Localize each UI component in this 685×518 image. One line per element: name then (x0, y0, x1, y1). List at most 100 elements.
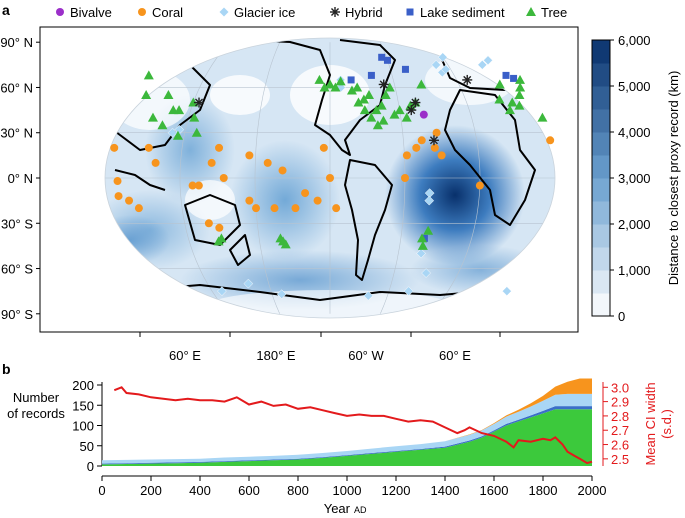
proxy-point-coral (134, 204, 143, 213)
proxy-point-tree (401, 112, 412, 122)
y-right-tick-label: 2.7 (611, 423, 629, 438)
proxy-point-coral (125, 196, 134, 205)
proxy-point-tree (188, 97, 199, 107)
proxy-point-lake-sediment (383, 56, 391, 64)
colorbar-tick-label: 1,000 (618, 263, 651, 278)
proxy-point-coral (114, 192, 123, 201)
x-tick-label: 2000 (578, 483, 607, 498)
y-axis-left-label-line1: Number (13, 390, 60, 405)
proxy-point-coral (110, 143, 119, 152)
ci-width-line (113, 386, 593, 465)
proxy-point-tree (216, 233, 227, 243)
proxy-point-hybrid (410, 97, 421, 108)
proxy-point-coral (326, 174, 334, 182)
proxy-point-coral (278, 166, 287, 175)
proxy-point-coral (270, 204, 279, 213)
x-tick-label: 0 (98, 483, 105, 498)
proxy-point-coral (113, 177, 122, 186)
proxy-point-tree (514, 90, 525, 100)
proxy-point-coral (475, 181, 484, 190)
proxy-point-lake-sediment (510, 74, 518, 82)
proxy-point-tree (417, 240, 428, 250)
proxy-point-coral (204, 219, 213, 228)
lat-tick-label: 0° N (8, 171, 33, 186)
proxy-point-coral (301, 189, 310, 198)
proxy-point-tree (416, 79, 427, 89)
proxy-point-tree (359, 105, 370, 115)
y-right-tick-label: 2.6 (611, 438, 629, 453)
proxy-point-glacier-ice (502, 286, 512, 297)
y-left-tick-label: 200 (72, 378, 94, 393)
proxy-point-tree (417, 233, 428, 243)
lon-tick-label: 60° W (348, 348, 384, 363)
y-axis-left-ticks: 200 150 100 50 0 (72, 378, 102, 474)
proxy-point-coral (245, 151, 254, 160)
map-outline (104, 37, 556, 319)
map-legend: Bivalve Coral Glacier ice Hybrid Lake sedime… (56, 5, 567, 20)
records-areas (102, 378, 592, 466)
proxy-point-coral (151, 158, 160, 167)
proxy-point-tree (147, 112, 158, 122)
proxy-point-tree (335, 76, 346, 86)
x-tick-label: 800 (287, 483, 309, 498)
proxy-point-coral (215, 143, 224, 152)
y-left-tick-label: 0 (87, 459, 94, 474)
x-tick-label: 400 (189, 483, 211, 498)
proxy-point-tree (507, 97, 518, 107)
lat-tick-label: 30° N (0, 126, 33, 141)
proxy-point-tree (494, 79, 505, 89)
proxy-point-tree (172, 130, 183, 140)
proxy-point-coral (263, 158, 272, 167)
area-lake-sediment (102, 406, 592, 465)
legend-label-bivalve: Bivalve (70, 5, 112, 20)
legend-marker-tree (526, 7, 536, 16)
proxy-point-tree (319, 82, 330, 92)
x-tick-label: 1600 (480, 483, 509, 498)
proxy-point-coral (219, 174, 228, 182)
proxy-point-hybrid (194, 97, 205, 108)
proxy-point-glacier-ice (403, 286, 414, 297)
proxy-point-tree (363, 90, 374, 100)
colorbar-tick-label: 6,000 (618, 33, 651, 48)
proxy-point-coral (207, 158, 216, 167)
proxy-point-coral (144, 143, 153, 152)
proxy-point-tree (157, 120, 168, 130)
y-axis-left-label-line2: of records (7, 406, 65, 421)
lat-tick-label: 60° N (0, 80, 33, 95)
proxy-point-tree (384, 82, 395, 92)
proxy-point-tree (514, 100, 525, 110)
y-axis-right-label-line1: Mean CI width (643, 382, 658, 465)
proxy-point-tree (378, 115, 389, 125)
proxy-point-glacier-ice (217, 286, 227, 297)
lat-tick-label: 90° N (0, 35, 33, 50)
proxy-point-coral (332, 204, 341, 213)
proxy-point-glacier-ice (363, 290, 374, 301)
lat-tick-label: 90° S (1, 307, 33, 322)
lon-tick-label: 180° E (256, 348, 296, 363)
proxy-point-lake-sediment (367, 71, 375, 79)
colorbar-tick-label: 0 (618, 309, 625, 324)
lon-tick-label: 60° E (439, 348, 471, 363)
longitude-labels: 60° E 180° E 60° W 60° E (139, 332, 501, 363)
y-right-tick-label: 2.5 (611, 452, 629, 467)
proxy-point-tree (352, 82, 363, 92)
colorbar-tick-label: 4,000 (618, 125, 651, 140)
proxy-point-coral (188, 181, 197, 190)
y-right-tick-label: 3.0 (611, 380, 629, 395)
latitude-labels: 90° N 60° N 30° N 0° N 30° S 60° S 90° S (0, 35, 40, 322)
proxy-point-hybrid (428, 135, 439, 146)
proxy-point-coral (245, 196, 254, 205)
proxy-point-tree (275, 233, 286, 243)
y-left-tick-label: 150 (72, 398, 94, 413)
legend-marker-coral (138, 8, 146, 16)
proxy-point-coral (319, 143, 328, 152)
proxy-point-tree (515, 74, 526, 84)
x-tick-label: 1000 (333, 483, 362, 498)
proxy-point-tree (325, 79, 335, 89)
x-tick-label: 1400 (431, 483, 460, 498)
proxy-point-lake-sediment (378, 53, 386, 61)
colorbar: 6,000 5,000 4,000 3,000 2,000 1,000 0 Distance… (591, 33, 681, 324)
y-axis-right-label-line2: (s.d.) (659, 409, 674, 439)
colorbar-tick-label: 2,000 (618, 217, 651, 232)
